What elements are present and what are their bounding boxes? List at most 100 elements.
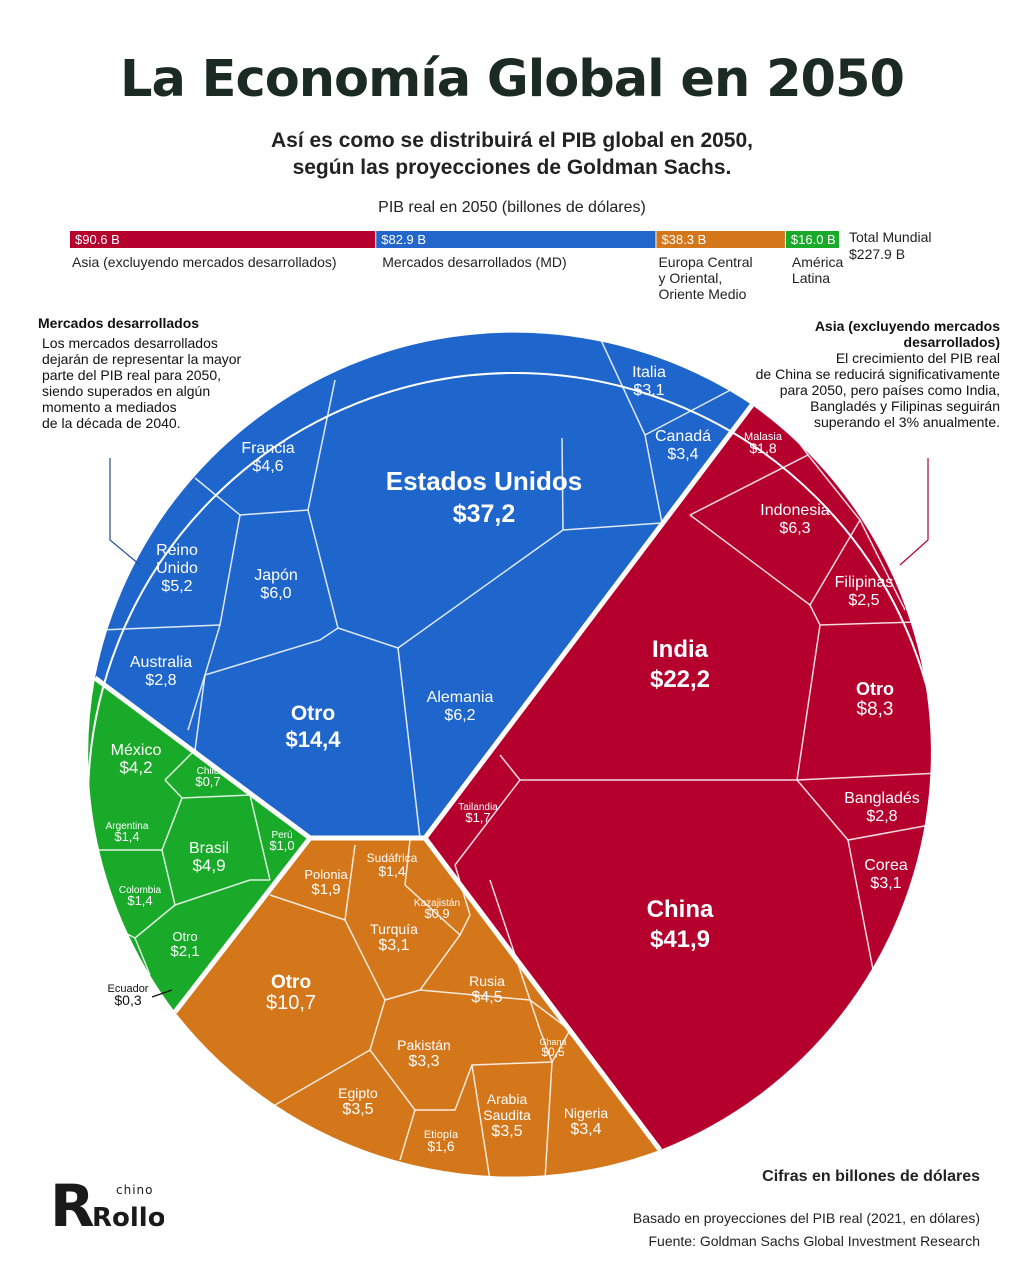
cell-name-asia-excluyendo-mercados-desarrollados-corea: Corea: [864, 857, 908, 874]
note-right-line: para 2050, pero países como India,: [779, 382, 1000, 398]
cell-name-america-latina-argentina: Argentina: [106, 821, 149, 832]
bar-segment-3: [656, 231, 785, 248]
cell-name-europa-central-y-oriental-oriente-medio-polonia: Polonia: [304, 867, 348, 882]
cell-value-america-latina-argentina: $1,4: [114, 829, 139, 844]
page-title: La Economía Global en 2050: [119, 50, 905, 109]
cell-name-mercados-desarrollados-japon: Japón: [254, 567, 298, 584]
cell-name-asia-excluyendo-mercados-desarrollados-indonesia: Indonesia: [760, 502, 829, 519]
cell-name-asia-excluyendo-mercados-desarrollados-india: India: [652, 636, 709, 663]
note-developed-markets: Mercados desarrollados Los mercados desa…: [38, 315, 262, 431]
cell-border: [344, 844, 554, 1111]
cell-value-asia-excluyendo-mercados-desarrollados-china: $41,9: [650, 926, 710, 953]
bar-title: PIB real en 2050 (billones de dólares): [378, 199, 646, 216]
bar-segment-name-line: América: [792, 254, 844, 270]
footer-source: Fuente: Goldman Sachs Global Investment …: [648, 1233, 980, 1249]
cell-name-asia-excluyendo-mercados-desarrollados-malasia: Malasia: [744, 431, 783, 443]
cell-value-asia-excluyendo-mercados-desarrollados-tailandia: $1,7: [465, 810, 490, 825]
group-region-asia: [425, 405, 931, 1150]
cell-name-mercados-desarrollados-francia: Francia: [241, 440, 294, 457]
cell-name-asia-excluyendo-mercados-desarrollados-banglades: Bangladés: [844, 790, 920, 807]
bar-segment-name: Asia (excluyendo mercados desarrollados): [72, 254, 337, 270]
ecuador-leader-line: [151, 989, 173, 998]
cell-border: [187, 674, 206, 731]
cell-border: [561, 437, 564, 531]
cell-name-europa-central-y-oriental-oriente-medio-egipto: Egipto: [338, 1085, 378, 1101]
cell-value-europa-central-y-oriental-oriente-medio-sudafrica: $1,4: [378, 863, 405, 879]
cell-name-america-latina-peru: Perú: [271, 830, 292, 841]
cell-value-europa-central-y-oriental-oriente-medio-otro: $10,7: [266, 992, 316, 1014]
cell-value-europa-central-y-oriental-oriente-medio-egipto: $3,5: [342, 1101, 373, 1118]
cell-name-europa-central-y-oriental-oriente-medio-otro: Otro: [271, 972, 311, 993]
cell-value-europa-central-y-oriental-oriente-medio-polonia: $1,9: [311, 881, 340, 898]
cell-value-asia-excluyendo-mercados-desarrollados-malasia: $1,8: [749, 440, 776, 456]
cell-value-mercados-desarrollados-australia: $2,8: [145, 672, 176, 689]
cell-name-mercados-desarrollados-italia: Italia: [632, 364, 666, 381]
logo-small-text: chino: [116, 1183, 153, 1197]
cell-value-mercados-desarrollados-otro: $14,4: [285, 727, 341, 752]
note-left-line: dejarán de representar la mayor: [42, 351, 242, 367]
cell-name-europa-central-y-oriental-oriente-medio-turquia: Turquía: [370, 921, 418, 937]
cell-value-mercados-desarrollados-canada: $3,4: [667, 446, 698, 463]
cell-border: [847, 839, 876, 981]
bar-segment-value-label: $16.0 B: [791, 232, 836, 247]
cell-value-europa-central-y-oriental-oriente-medio-rusia: $4,5: [471, 989, 502, 1006]
cell-name-europa-central-y-oriental-oriente-medio-ghana: Ghana: [539, 1037, 566, 1047]
cell-border: [489, 879, 531, 1001]
bar-segment-4: [785, 231, 839, 248]
cell-name-europa-central-y-oriental-oriente-medio-pakistan: Pakistán: [397, 1037, 451, 1053]
bar-segment-name: Mercados desarrollados (MD): [382, 254, 566, 270]
cell-name-mercados-desarrollados-reino-unido: Unido: [156, 560, 198, 577]
footer-basis: Basado en proyecciones del PIB real (202…: [632, 1210, 980, 1226]
cell-value-europa-central-y-oriental-oriente-medio-pakistan: $3,3: [408, 1053, 439, 1070]
logo-mark: R Rollo chino: [50, 1172, 166, 1240]
note-left-body: Los mercados desarrollados dejarán de re…: [38, 335, 262, 431]
cell-name-mercados-desarrollados-reino-unido: Reino: [156, 542, 198, 559]
bar-segment-value-label: $90.6 B: [75, 232, 120, 247]
cell-name-europa-central-y-oriental-oriente-medio-arabia-saudita: Saudita: [483, 1107, 531, 1123]
bar-segment-value-label: $38.3 B: [661, 232, 706, 247]
note-right-line: El crecimiento del PIB real: [835, 350, 1000, 366]
cell-value-mercados-desarrollados-reino-unido: $5,2: [161, 578, 192, 595]
cell-value-america-latina-colombia: $1,4: [127, 893, 152, 908]
cell-value-mercados-desarrollados-italia: $3,1: [633, 382, 664, 399]
cell-name-mercados-desarrollados-estados-unidos: Estados Unidos: [386, 466, 582, 496]
cell-value-mercados-desarrollados-francia: $4,6: [252, 458, 283, 475]
bar-segment-value-label: $82.9 B: [381, 232, 426, 247]
cell-value-europa-central-y-oriental-oriente-medio-turquia: $3,1: [378, 937, 409, 954]
cell-border: [194, 379, 336, 516]
cell-value-europa-central-y-oriental-oriente-medio-ghana: $0,5: [541, 1045, 565, 1059]
note-asia: Asia (excluyendo mercados desarrollados)…: [700, 318, 1000, 430]
cell-name-europa-central-y-oriental-oriente-medio-nigeria: Nigeria: [564, 1105, 609, 1121]
footer-unit: Cifras en billones de dólares: [762, 1168, 980, 1185]
note-left-line: parte del PIB real para 2050,: [42, 367, 222, 383]
cell-value-mercados-desarrollados-japon: $6,0: [260, 585, 291, 602]
cell-border: [399, 1109, 416, 1161]
cell-value-asia-excluyendo-mercados-desarrollados-otro: $8,3: [857, 699, 894, 720]
cell-border: [269, 894, 346, 921]
cell-name-europa-central-y-oriental-oriente-medio-etiopia: Etiopía: [424, 1129, 459, 1141]
bar-segment-name-line: Latina: [792, 270, 830, 286]
subtitle-line-2: según las proyecciones de Goldman Sachs.: [292, 156, 732, 179]
cell-name-europa-central-y-oriental-oriente-medio-kazajistan: Kazajistán: [414, 898, 460, 909]
cell-value-america-latina-otro: $2,1: [170, 943, 199, 960]
logo-big-text: Rollo: [92, 1203, 164, 1233]
cell-border: [274, 1049, 371, 1106]
cell-border: [397, 647, 421, 839]
group-border: [93, 403, 754, 841]
group-border: [173, 836, 312, 1014]
cell-value-mercados-desarrollados-alemania: $6,2: [444, 707, 475, 724]
cell-value-america-latina-ecuador: $0,3: [114, 992, 141, 1008]
cell-border: [194, 674, 206, 751]
cell-value-asia-excluyendo-mercados-desarrollados-india: $22,2: [650, 666, 710, 693]
bar-total-line-1: Total Mundial: [849, 229, 932, 245]
note-left-title: Mercados desarrollados: [38, 315, 200, 331]
logo-big-r: R: [50, 1172, 95, 1238]
cell-name-america-latina-mexico: México: [111, 742, 162, 759]
cell-value-europa-central-y-oriental-oriente-medio-etiopia: $1,6: [427, 1138, 454, 1154]
cell-name-mercados-desarrollados-canada: Canadá: [655, 428, 711, 445]
cell-name-america-latina-colombia: Colombia: [119, 885, 162, 896]
cell-value-asia-excluyendo-mercados-desarrollados-corea: $3,1: [870, 875, 901, 892]
chart-outline: [87, 372, 943, 1228]
cell-value-europa-central-y-oriental-oriente-medio-nigeria: $3,4: [570, 1121, 601, 1138]
